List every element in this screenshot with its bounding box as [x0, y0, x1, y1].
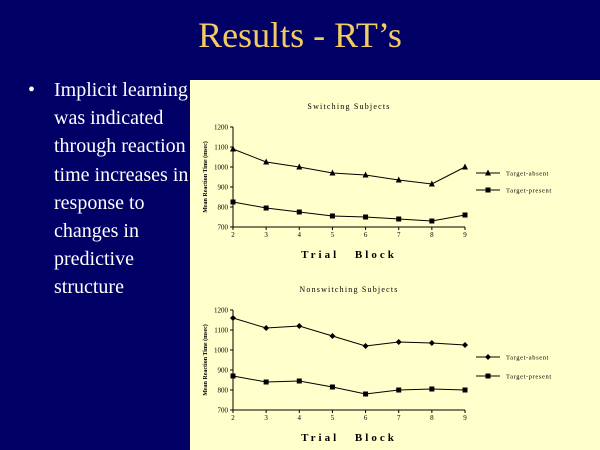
chart-1-series-2-point — [263, 205, 269, 211]
chart-1-legend-label-2: Target-present — [506, 188, 552, 195]
chart-2-y-axis-label: Mean Reaction Time (msec) — [202, 324, 209, 396]
chart-1-series-2-point — [429, 218, 435, 224]
chart-1-series-1-point — [329, 169, 336, 176]
bullet-text: Implicit learning was indicated through … — [54, 79, 189, 299]
chart-2-y-tick-label: 1100 — [214, 327, 228, 335]
chart-2-series-1-line — [232, 317, 466, 347]
chart-2-x-tick-label: 7 — [397, 414, 401, 422]
chart-2-series-2-point — [263, 379, 269, 385]
chart-2-legend-marker-1 — [485, 354, 491, 360]
chart-1-y-tick-label: 900 — [218, 184, 229, 192]
chart-1-x-tick-label: 2 — [231, 231, 235, 239]
chart-1-x-tick-label: 9 — [463, 231, 467, 239]
chart-1-series-1-point — [395, 176, 402, 183]
chart-1-x-tick-label: 8 — [430, 231, 434, 239]
chart-2-series-1-point — [428, 340, 435, 346]
chart-1-x-tick-label: 4 — [298, 231, 302, 239]
chart-1-legend-marker-2 — [485, 187, 491, 193]
chart-2-y-tick-label: 1200 — [214, 307, 229, 315]
chart-2-series-2-point — [230, 373, 236, 379]
chart-1-series-2-point — [329, 213, 335, 219]
chart-1-y-axis-label: Mean Reaction Time (msec) — [202, 141, 209, 213]
chart-2-series-2-point — [296, 378, 302, 384]
chart-2-legend-label-2: Target-present — [506, 374, 552, 381]
chart-1-y-tick-label: 1000 — [214, 164, 229, 172]
chart-1-title: Switching Subjects — [307, 102, 390, 111]
chart-1-series-2-point — [363, 214, 369, 220]
chart-2-legend-label-1: Target-absent — [506, 355, 549, 362]
bullet-marker: • — [28, 79, 36, 101]
slide-title: Results - RT’s — [198, 15, 402, 55]
chart-2-series-2-point — [329, 384, 335, 390]
chart-1-series-2-point — [396, 216, 402, 222]
chart-2-x-axis-label: Trial Block — [301, 432, 397, 444]
chart-2-y-tick-label: 900 — [218, 367, 229, 375]
chart-2-legend-marker-2 — [485, 373, 491, 379]
chart-2-x-tick-label: 8 — [430, 414, 434, 422]
chart-1-series-2-point — [296, 209, 302, 215]
chart-1-series-2-line — [232, 201, 466, 222]
chart-1-y-tick-label: 800 — [218, 204, 229, 212]
chart-1-series-1-point — [362, 171, 369, 178]
chart-2-x-tick-label: 9 — [463, 414, 467, 422]
chart-1-series-1-point — [296, 163, 303, 170]
chart-panel: Switching Subjects 700 800 900 1000 1100 1200 2… — [190, 80, 600, 450]
chart-1-legend-label-1: Target-absent — [506, 171, 549, 178]
chart-1-series-1-line — [232, 148, 466, 185]
chart-2-series-1-point — [296, 323, 303, 329]
chart-1-y-tick-label: 1200 — [214, 124, 229, 132]
chart-2-series-1-point — [362, 343, 369, 349]
chart-1-y-tick-label: 700 — [218, 224, 229, 232]
chart-2-series-2-point — [429, 386, 435, 392]
chart-2-series-1-point — [395, 339, 402, 345]
chart-1-y-tick-label: 1100 — [214, 144, 228, 152]
chart-2-y-tick-label: 800 — [218, 387, 229, 395]
chart-2-series-2-point — [462, 387, 468, 393]
chart-2-y-tick-label: 700 — [218, 407, 229, 415]
chart-1-series-2-point — [462, 212, 468, 218]
chart-2-x-tick-label: 3 — [264, 414, 268, 422]
chart-1-legend-marker-1 — [485, 169, 491, 176]
chart-1-series-1-point — [462, 163, 468, 170]
chart-2-x-tick-label: 5 — [331, 414, 335, 422]
chart-1-x-tick-label: 6 — [364, 231, 368, 239]
chart-1-x-tick-label: 3 — [264, 231, 268, 239]
chart-2-x-tick-label: 4 — [298, 414, 302, 422]
chart-1-x-tick-label: 7 — [397, 231, 401, 239]
charts-canvas: Switching Subjects 700 800 900 1000 1100 1200 2… — [202, 102, 552, 444]
chart-2-x-tick-label: 6 — [364, 414, 368, 422]
chart-2-x-tick-label: 2 — [231, 414, 235, 422]
chart-1-series-1-point — [263, 158, 270, 165]
chart-2-series-1-point — [230, 315, 236, 321]
chart-2-title: Nonswitching Subjects — [299, 285, 398, 294]
chart-2-series-2-point — [363, 391, 369, 397]
chart-2-series-1-point — [329, 333, 336, 339]
chart-2-series-2-point — [396, 387, 402, 393]
chart-1-series-2-point — [230, 199, 236, 205]
chart-1-series-1-point — [230, 145, 236, 152]
chart-1-x-tick-label: 5 — [331, 231, 335, 239]
chart-2-series-1-point — [462, 342, 468, 348]
chart-1-series-1-point — [428, 180, 435, 187]
chart-2-series-2-line — [232, 375, 466, 395]
chart-2-series-1-point — [263, 325, 270, 331]
chart-1-x-axis-label: Trial Block — [301, 249, 397, 261]
chart-2-y-tick-label: 1000 — [214, 347, 229, 355]
